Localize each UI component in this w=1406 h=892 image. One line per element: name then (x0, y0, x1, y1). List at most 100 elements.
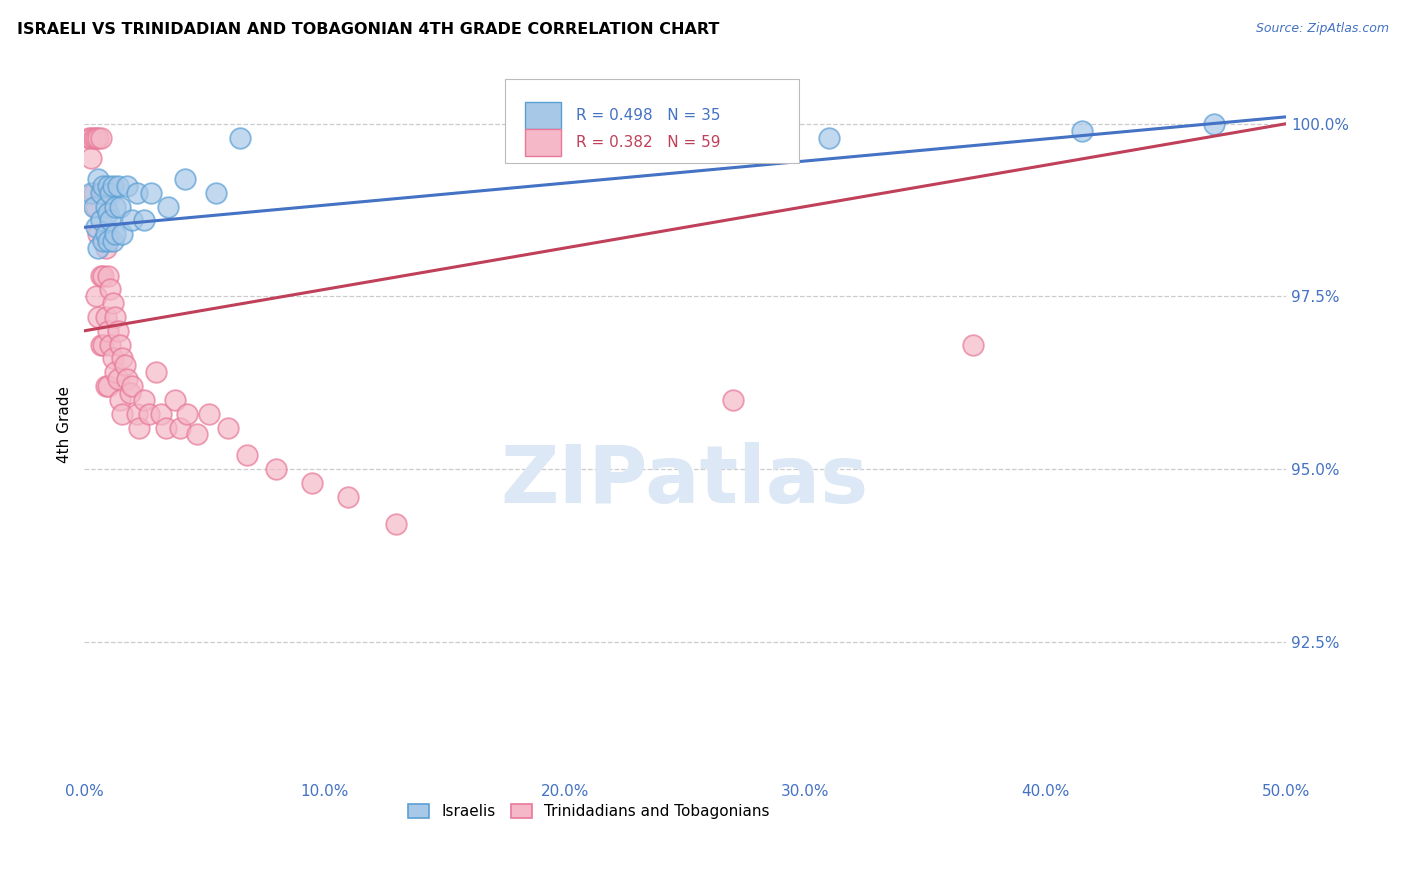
Point (132, 213, 155, 227)
Point (84, 220, 107, 235)
Point (83, 186, 105, 200)
Text: ISRAELI VS TRINIDADIAN AND TOBAGONIAN 4TH GRADE CORRELATION CHART: ISRAELI VS TRINIDADIAN AND TOBAGONIAN 4T… (17, 22, 720, 37)
Point (97, 178, 120, 193)
Point (121, 379, 143, 393)
Point (104, 365, 127, 379)
Point (1070, 123, 1092, 137)
Point (157, 200, 180, 214)
Point (104, 310, 127, 324)
Point (198, 407, 221, 421)
Point (141, 186, 163, 200)
Point (145, 365, 167, 379)
Point (236, 448, 259, 462)
Point (108, 337, 131, 351)
Point (721, 392, 744, 407)
Point (100, 186, 122, 200)
Point (229, 130, 252, 145)
Point (121, 213, 143, 227)
Point (128, 420, 150, 434)
Point (111, 227, 134, 242)
Point (94, 379, 117, 393)
Point (101, 234, 124, 248)
Point (108, 200, 131, 214)
Point (94, 200, 117, 214)
Point (125, 407, 148, 421)
Point (118, 386, 141, 401)
Point (138, 407, 160, 421)
Point (91, 268, 114, 283)
Point (155, 420, 177, 434)
Point (111, 407, 134, 421)
Point (91, 186, 114, 200)
Point (337, 490, 360, 504)
Text: R = 0.498   N = 35: R = 0.498 N = 35 (575, 108, 720, 123)
Point (149, 407, 172, 421)
Point (90, 268, 112, 283)
Point (94, 310, 117, 324)
Point (165, 392, 187, 407)
Point (205, 186, 228, 200)
Text: R = 0.382   N = 59: R = 0.382 N = 59 (575, 136, 720, 150)
Point (91, 337, 114, 351)
Point (90, 213, 112, 227)
Point (107, 178, 129, 193)
Point (101, 296, 124, 310)
Text: Source: ZipAtlas.com: Source: ZipAtlas.com (1256, 22, 1389, 36)
Point (94, 227, 117, 242)
FancyBboxPatch shape (524, 103, 561, 129)
Point (84, 130, 107, 145)
Point (125, 186, 148, 200)
Point (84, 289, 107, 303)
Point (91, 234, 114, 248)
Point (97, 268, 120, 283)
Point (385, 517, 408, 532)
Point (80, 130, 103, 145)
Point (94, 241, 117, 255)
Point (97, 234, 120, 248)
Point (87, 310, 110, 324)
Point (301, 475, 323, 490)
Point (108, 392, 131, 407)
Point (101, 351, 124, 366)
Text: ZIPatlas: ZIPatlas (501, 442, 869, 520)
Point (266, 462, 288, 476)
Legend: Israelis, Trinidadians and Tobagonians: Israelis, Trinidadians and Tobagonians (402, 797, 776, 825)
Point (104, 227, 127, 242)
FancyBboxPatch shape (524, 129, 561, 156)
Point (87, 172, 110, 186)
Point (90, 130, 112, 145)
Point (91, 178, 114, 193)
Point (174, 172, 197, 186)
Point (186, 427, 208, 442)
Point (104, 200, 127, 214)
Point (818, 130, 841, 145)
Point (107, 372, 129, 386)
Point (217, 420, 239, 434)
Point (83, 130, 105, 145)
Point (117, 372, 139, 386)
Point (100, 213, 122, 227)
Point (117, 178, 139, 193)
Point (114, 359, 136, 373)
Point (83, 200, 105, 214)
Point (80, 151, 103, 165)
Point (87, 227, 110, 242)
Point (80, 186, 103, 200)
Point (87, 241, 110, 255)
Point (90, 186, 112, 200)
Point (100, 337, 122, 351)
Point (97, 324, 120, 338)
Point (84, 200, 107, 214)
Point (101, 178, 124, 193)
Point (111, 351, 134, 366)
Point (90, 337, 112, 351)
FancyBboxPatch shape (505, 79, 799, 163)
Point (176, 407, 198, 421)
Point (169, 420, 191, 434)
Point (132, 392, 155, 407)
Point (77, 130, 100, 145)
Point (87, 130, 110, 145)
Y-axis label: 4th Grade: 4th Grade (58, 385, 72, 463)
Point (107, 324, 129, 338)
Point (100, 282, 122, 296)
